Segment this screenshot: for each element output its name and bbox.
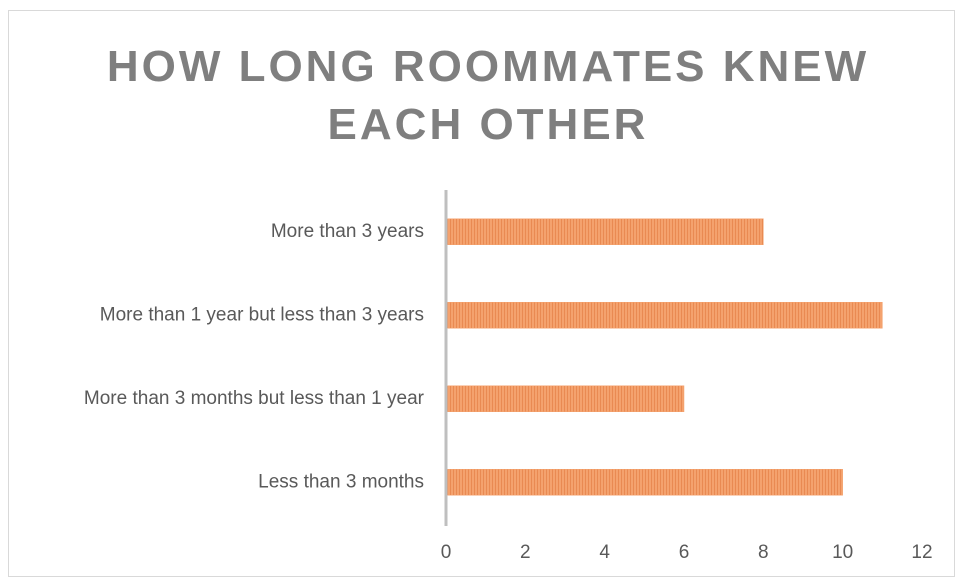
x-tick-label: 0 [441, 542, 452, 563]
y-tick-label: Less than 3 months [258, 471, 424, 492]
chart-title: HOW LONG ROOMMATES KNEW EACH OTHER [106, 42, 870, 149]
chart-border [8, 10, 955, 577]
bar [445, 385, 685, 412]
x-tick-label: 12 [911, 542, 932, 563]
x-tick-label: 4 [599, 542, 610, 563]
bar [445, 218, 764, 245]
y-tick-label: More than 3 years [271, 221, 424, 242]
x-tick-label: 10 [832, 542, 853, 563]
x-tick-label: 6 [679, 542, 690, 563]
y-tick-label: More than 1 year but less than 3 years [100, 304, 424, 325]
x-tick-label: 8 [758, 542, 769, 563]
x-tick-label: 2 [520, 542, 531, 563]
y-tick-label: More than 3 months but less than 1 year [84, 388, 425, 409]
bar [445, 469, 843, 496]
bar [445, 302, 883, 329]
